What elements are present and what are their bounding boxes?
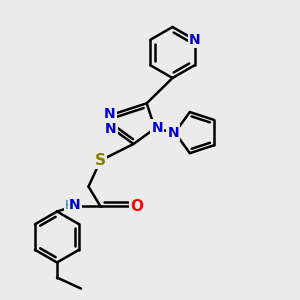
Text: N: N xyxy=(189,33,200,47)
Text: N: N xyxy=(105,122,116,136)
Text: O: O xyxy=(130,199,144,214)
Text: N: N xyxy=(152,121,163,135)
Text: N: N xyxy=(104,107,116,121)
Text: S: S xyxy=(95,153,106,168)
Text: H: H xyxy=(65,199,74,212)
Text: N: N xyxy=(69,198,81,212)
Text: N: N xyxy=(168,126,179,140)
